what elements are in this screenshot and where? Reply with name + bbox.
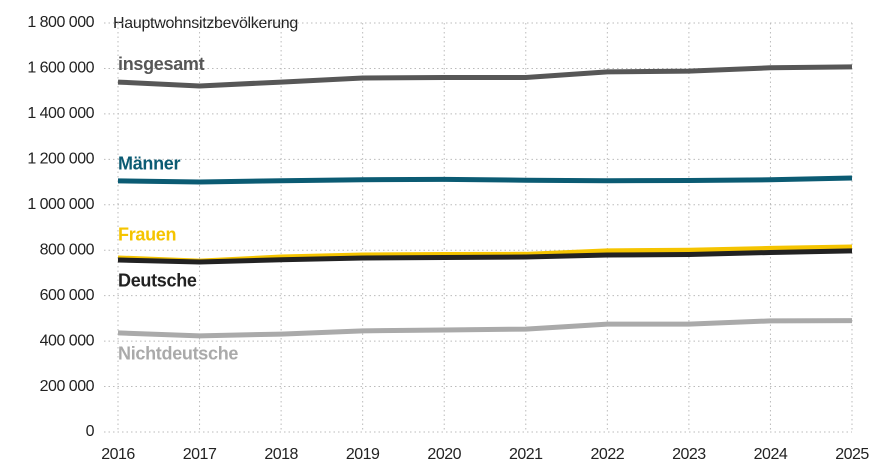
y-tick-label: 1 800 000 — [27, 14, 94, 31]
y-tick-label: 1 400 000 — [27, 105, 94, 122]
x-tick-label: 2020 — [427, 446, 461, 463]
series-label: Frauen — [118, 225, 176, 245]
x-tick-label: 2016 — [101, 446, 135, 463]
chart-title: Hauptwohnsitzbevölkerung — [113, 15, 298, 32]
series-line — [117, 318, 853, 339]
series-label: insgesamt — [118, 54, 205, 74]
x-tick-label: 2024 — [754, 446, 788, 463]
y-tick-label: 600 000 — [40, 287, 95, 304]
series-label: Männer — [118, 154, 181, 174]
y-tick-label: 1 600 000 — [27, 60, 94, 77]
y-tick-label: 1 000 000 — [27, 196, 94, 213]
series-line — [117, 64, 853, 89]
y-tick-label: 400 000 — [40, 332, 95, 349]
series-line — [117, 175, 853, 185]
x-tick-label: 2018 — [264, 446, 298, 463]
x-tick-label: 2017 — [183, 446, 217, 463]
y-tick-label: 1 200 000 — [27, 151, 94, 168]
series-label: Deutsche — [118, 271, 197, 291]
x-tick-label: 2019 — [346, 446, 380, 463]
x-tick-label: 2021 — [509, 446, 543, 463]
y-tick-label: 0 — [86, 423, 95, 440]
x-tick-label: 2025 — [835, 446, 869, 463]
x-tick-label: 2023 — [672, 446, 706, 463]
series-label: Nichtdeutsche — [118, 344, 238, 364]
y-tick-label: 800 000 — [40, 241, 95, 258]
x-tick-label: 2022 — [591, 446, 625, 463]
series-line — [117, 248, 853, 265]
y-tick-label: 200 000 — [40, 378, 95, 395]
